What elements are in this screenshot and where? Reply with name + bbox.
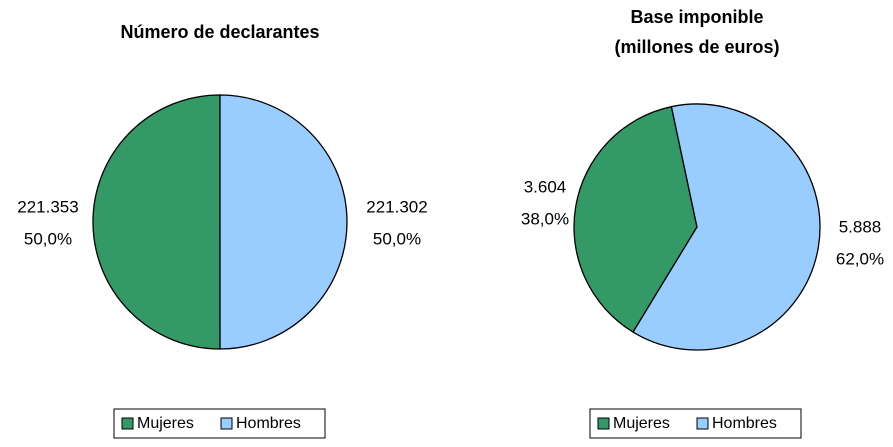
legend-label: Hombres [712,415,777,432]
chart-title: Número de declarantes [120,22,319,42]
legend-swatch [220,417,233,430]
chart-title: (millones de euros) [614,37,779,57]
legend-label: Mujeres [613,415,670,432]
pie-slice [573,105,698,333]
legend-box [589,408,802,439]
pie-slice [219,94,348,350]
value-label: 221.302 [366,197,427,216]
legend-swatch [121,417,134,430]
percent-label: 38,0% [521,209,569,228]
legend-box [113,408,326,439]
value-label: 221.353 [17,197,78,216]
pie-slice [632,103,821,351]
value-label: 3.604 [524,177,567,196]
percent-label: 62,0% [836,249,884,268]
legend: Mujeres Hombres [589,408,802,439]
value-label: 5.888 [839,217,882,236]
percent-label: 50,0% [24,229,72,248]
legend-label: Hombres [236,415,301,432]
legend-label: Mujeres [137,415,194,432]
percent-label: 50,0% [373,229,421,248]
legend-swatch [597,417,610,430]
pie-slice [92,94,221,350]
legend: Mujeres Hombres [113,408,326,439]
chart-title: Base imponible [630,7,763,27]
legend-swatch [696,417,709,430]
